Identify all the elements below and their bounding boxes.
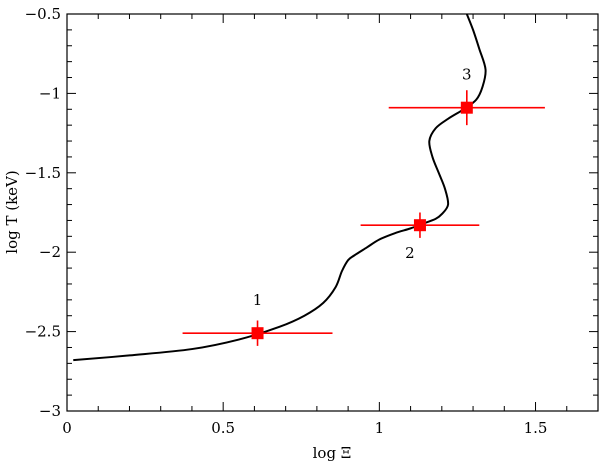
point-label: 1 <box>253 291 263 309</box>
data-points: 1 2 3 <box>182 66 545 346</box>
y-tick-label: −2 <box>39 243 61 261</box>
plot-frame <box>66 13 599 412</box>
x-axis-ticks: 0 0.5 1 1.5 <box>62 14 599 437</box>
x-tick-label: 0 <box>62 419 72 437</box>
point-label: 2 <box>405 244 415 262</box>
y-axis-label: log T (keV) <box>3 170 21 253</box>
y-tick-label: −0.5 <box>25 5 61 23</box>
y-axis-ticks: −3 −2.5 −2 −1.5 −1 −0.5 <box>25 5 598 420</box>
data-point: 3 <box>388 66 545 126</box>
point-marker <box>460 101 473 114</box>
y-tick-label: −1 <box>39 84 61 102</box>
point-marker <box>413 219 426 232</box>
y-tick-label: −2.5 <box>25 323 61 341</box>
x-tick-label: 0.5 <box>211 419 235 437</box>
x-tick-label: 1.5 <box>524 419 548 437</box>
point-label: 3 <box>462 66 472 84</box>
data-point: 2 <box>360 212 480 262</box>
x-tick-label: 1 <box>375 419 385 437</box>
y-tick-label: −1.5 <box>25 164 61 182</box>
y-tick-label: −3 <box>39 402 61 420</box>
model-curve <box>73 13 487 362</box>
point-marker <box>251 327 264 340</box>
x-axis-label: log Ξ <box>313 444 352 462</box>
data-point: 1 <box>182 291 333 346</box>
